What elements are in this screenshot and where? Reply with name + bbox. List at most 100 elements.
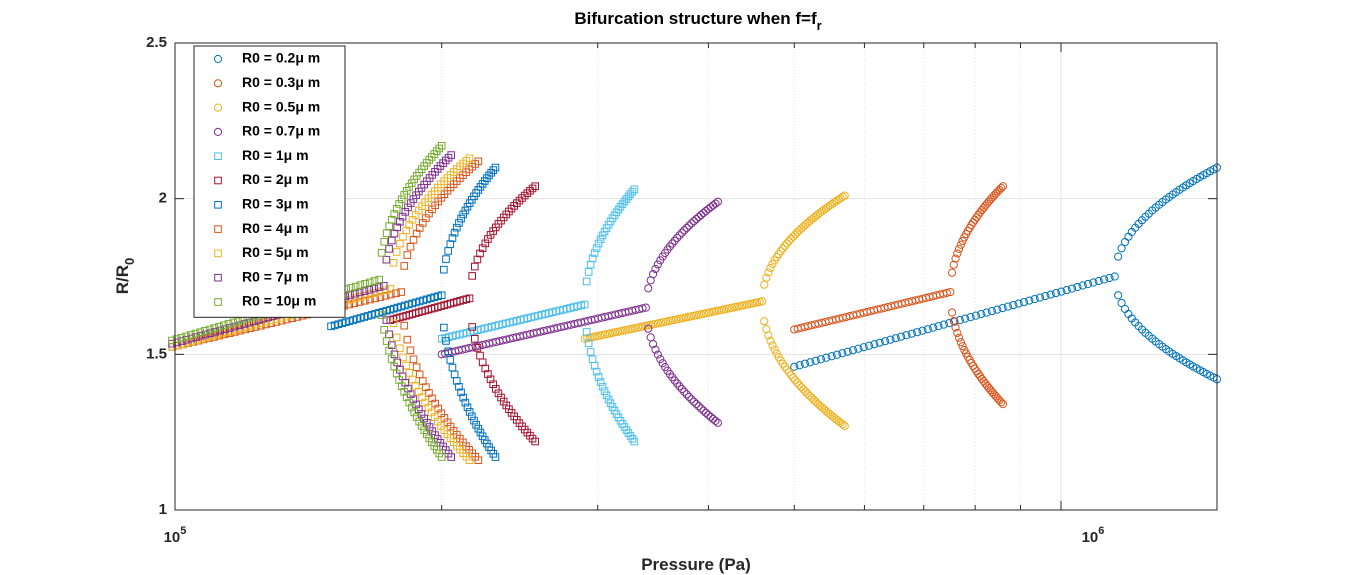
data-point [210, 324, 219, 332]
y-tick-label: 1.5 [146, 345, 167, 362]
data-point [770, 345, 779, 354]
data-point [945, 319, 954, 328]
data-point [380, 237, 388, 246]
data-point [446, 356, 455, 364]
data-point [375, 283, 383, 291]
data-point [971, 311, 980, 320]
data-point [390, 210, 398, 218]
data-point [385, 346, 393, 355]
data-point [499, 397, 508, 406]
data-point [947, 268, 957, 277]
data-point [843, 347, 852, 356]
data-point [491, 453, 500, 461]
data-point [1073, 282, 1082, 292]
data-point [997, 398, 1006, 407]
data-point [437, 291, 446, 299]
data-point [409, 355, 418, 364]
data-point [947, 308, 957, 317]
data-point [196, 328, 204, 336]
data-point [828, 199, 837, 208]
data-point [680, 226, 689, 235]
data-point [789, 232, 798, 241]
data-point [701, 408, 711, 417]
data-point [531, 182, 539, 191]
data-point [400, 191, 408, 199]
data-point [795, 361, 804, 370]
data-point [784, 236, 794, 246]
data-point [415, 417, 423, 426]
data-point [618, 200, 627, 208]
data-point [182, 332, 190, 341]
data-point [229, 318, 237, 327]
legend-label: R0 = 0.3μ m [242, 74, 320, 90]
series-6 [386, 182, 539, 446]
data-point [830, 198, 839, 207]
data-point [457, 388, 465, 397]
data-point [459, 210, 468, 219]
data-point [474, 157, 483, 166]
data-point [624, 192, 633, 201]
data-point [956, 240, 965, 249]
data-point [1117, 244, 1126, 253]
data-point [459, 393, 468, 402]
data-point [435, 144, 444, 153]
data-point [793, 378, 802, 387]
data-point [513, 199, 521, 207]
data-point [396, 217, 404, 226]
data-point [780, 241, 789, 250]
series-1 [790, 163, 1222, 384]
data-point [531, 437, 539, 446]
data-point [628, 434, 637, 443]
data-point [993, 305, 1002, 314]
legend-label: R0 = 0.5μ m [242, 98, 320, 114]
data-point [172, 335, 181, 343]
data-point [580, 300, 589, 309]
legend-label: R0 = 2μ m [242, 171, 309, 187]
series-3 [580, 191, 849, 431]
data-point [766, 263, 775, 273]
legend-marker [214, 298, 222, 306]
data-point [405, 398, 413, 407]
legend-entry: R0 = 0.5μ m [213, 98, 320, 114]
data-point [379, 282, 388, 290]
data-point [782, 365, 792, 374]
data-point [672, 233, 682, 243]
data-point [370, 284, 378, 293]
data-point [377, 249, 386, 257]
legend-entry: R0 = 10μ m [214, 293, 316, 309]
data-point [402, 393, 411, 402]
data-point [586, 348, 595, 356]
data-point [1051, 288, 1061, 298]
data-point [918, 326, 927, 335]
data-point [448, 234, 457, 242]
data-point [360, 296, 369, 305]
legend-marker [214, 201, 222, 209]
data-point [776, 247, 785, 256]
data-point [614, 205, 623, 214]
data-point [641, 303, 650, 312]
data-point [954, 244, 964, 253]
data-point [422, 430, 431, 439]
data-point [447, 151, 456, 159]
data-point [370, 277, 379, 285]
data-point [795, 380, 804, 390]
legend-marker [214, 225, 222, 233]
data-point [365, 285, 374, 294]
legend-label: R0 = 4μ m [242, 220, 309, 236]
series-7 [327, 163, 500, 461]
legend-box [193, 45, 346, 318]
data-point [711, 416, 720, 425]
data-point [1046, 290, 1055, 299]
data-point [648, 270, 658, 279]
data-point [997, 183, 1006, 193]
data-point [685, 221, 694, 230]
data-point [1114, 291, 1123, 300]
data-point [582, 328, 591, 336]
data-point [998, 400, 1008, 409]
data-point [668, 239, 677, 248]
data-point [982, 308, 991, 317]
data-point [816, 355, 826, 364]
data-point [987, 307, 997, 316]
data-point [694, 402, 703, 411]
data-point [402, 361, 410, 370]
